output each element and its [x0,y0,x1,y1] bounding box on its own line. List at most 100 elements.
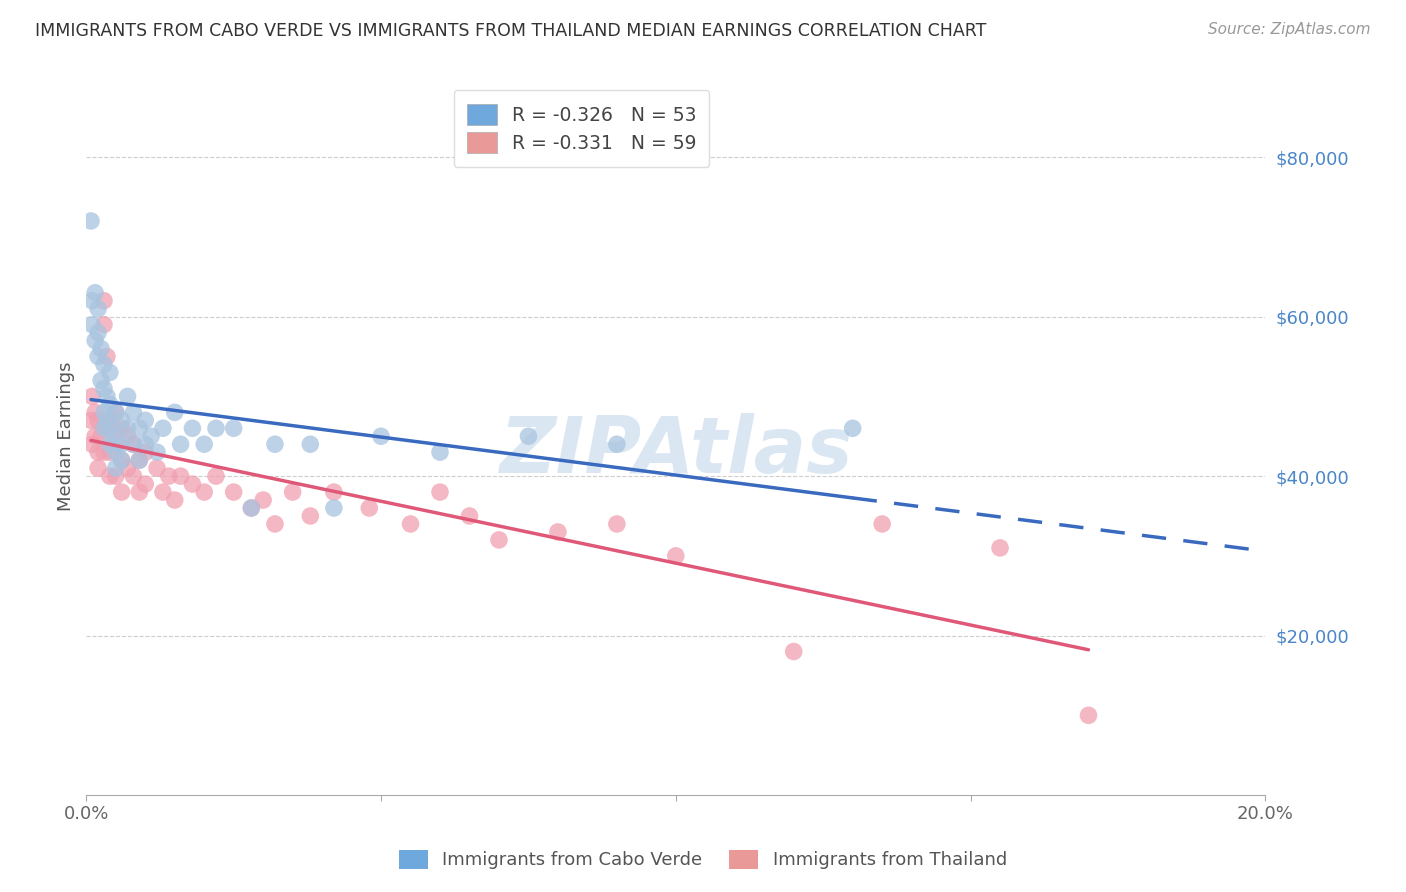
Point [104,461,127,475]
Point [104,445,127,459]
Point [152,421,174,435]
Legend: R = -0.326   N = 53, R = -0.331   N = 59: R = -0.326 N = 53, R = -0.331 N = 59 [454,90,710,167]
Point [90,429,112,443]
Point [181,421,204,435]
Point [128,421,150,435]
Point [98,437,121,451]
Legend: Immigrants from Cabo Verde, Immigrants from Thailand: Immigrants from Cabo Verde, Immigrants f… [389,841,1017,879]
Point [104,405,127,419]
Point [193,437,215,451]
Point [93,421,115,435]
Point [117,389,139,403]
Point [122,469,145,483]
Point [90,342,112,356]
Point [205,421,228,435]
Point [240,501,263,516]
Text: IMMIGRANTS FROM CABO VERDE VS IMMIGRANTS FROM THAILAND MEDIAN EARNINGS CORRELATI: IMMIGRANTS FROM CABO VERDE VS IMMIGRANTS… [35,22,987,40]
Point [322,501,344,516]
Point [429,485,451,500]
Point [128,485,150,500]
Point [783,644,806,658]
Point [111,453,134,467]
Point [87,326,110,340]
Point [665,549,688,563]
Point [87,350,110,364]
Point [169,437,191,451]
Point [84,429,107,443]
Point [80,413,103,427]
Point [90,373,112,387]
Point [93,445,115,459]
Point [87,301,110,316]
Point [157,469,180,483]
Point [547,524,569,539]
Point [84,285,107,300]
Point [517,429,540,443]
Point [359,501,381,516]
Point [93,381,115,395]
Point [93,318,115,332]
Point [98,421,121,435]
Point [128,453,150,467]
Point [122,405,145,419]
Point [82,293,104,308]
Point [169,469,191,483]
Point [84,334,107,348]
Point [252,493,274,508]
Point [458,508,481,523]
Point [117,429,139,443]
Point [111,485,134,500]
Point [98,413,121,427]
Point [87,413,110,427]
Point [222,485,245,500]
Point [104,437,127,451]
Point [299,437,322,451]
Point [1077,708,1099,723]
Point [87,445,110,459]
Point [399,516,422,531]
Point [134,437,156,451]
Point [299,508,322,523]
Point [181,477,204,491]
Point [82,389,104,403]
Point [96,350,118,364]
Point [370,429,392,443]
Point [222,421,245,435]
Text: Source: ZipAtlas.com: Source: ZipAtlas.com [1208,22,1371,37]
Point [98,445,121,459]
Point [82,318,104,332]
Point [122,437,145,451]
Point [104,405,127,419]
Point [152,485,174,500]
Point [163,493,186,508]
Point [128,453,150,467]
Point [82,437,104,451]
Point [104,429,127,443]
Point [117,421,139,435]
Point [988,541,1011,555]
Point [93,358,115,372]
Point [134,445,156,459]
Point [111,437,134,451]
Point [111,421,134,435]
Point [93,293,115,308]
Point [488,533,510,547]
Point [193,485,215,500]
Text: ZIPAtlas: ZIPAtlas [499,413,852,489]
Point [98,366,121,380]
Point [122,437,145,451]
Point [841,421,863,435]
Point [264,516,287,531]
Point [84,405,107,419]
Point [322,485,344,500]
Y-axis label: Median Earnings: Median Earnings [58,361,75,511]
Point [101,421,124,435]
Point [429,445,451,459]
Point [93,405,115,419]
Point [98,469,121,483]
Point [98,397,121,411]
Point [117,461,139,475]
Point [870,516,893,531]
Point [606,437,628,451]
Point [93,421,115,435]
